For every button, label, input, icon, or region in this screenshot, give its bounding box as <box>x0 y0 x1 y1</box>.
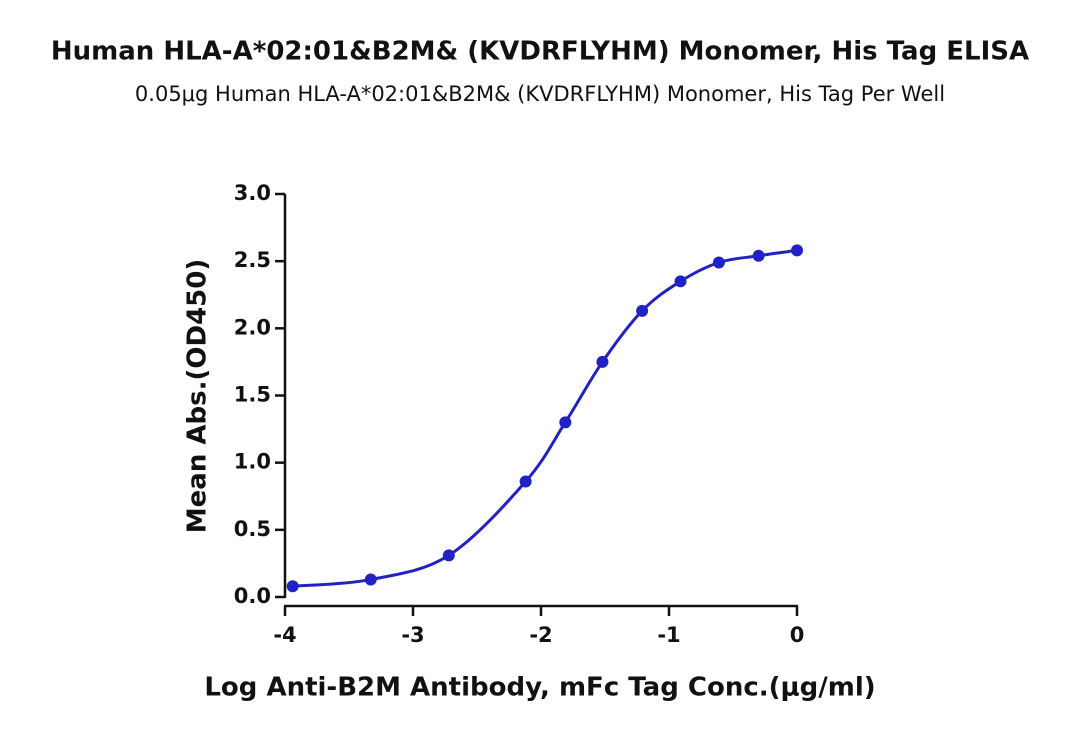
y-axis-title: Mean Abs.(OD450) <box>183 259 213 533</box>
data-point <box>791 244 803 257</box>
data-point <box>519 475 532 488</box>
data-point <box>559 416 572 429</box>
chart-title: Human HLA-A*02:01&B2M& (KVDRFLYHM) Monom… <box>51 37 1029 67</box>
data-point <box>364 573 377 586</box>
x-tick-label: -1 <box>657 623 680 647</box>
data-point <box>712 256 725 269</box>
x-tick-label: -4 <box>273 623 296 647</box>
y-tick-label: 2.5 <box>234 248 271 272</box>
data-point <box>596 355 609 368</box>
fit-curve <box>292 248 798 588</box>
y-tick-label: 2.0 <box>234 315 271 339</box>
data-point <box>674 275 687 288</box>
chart-subtitle: 0.05μg Human HLA-A*02:01&B2M& (KVDRFLYHM… <box>135 82 945 106</box>
y-tick-label: 1.0 <box>234 450 271 474</box>
x-tick-label: 0 <box>790 623 805 647</box>
data-point <box>286 580 299 593</box>
y-tick-label: 0.5 <box>234 517 271 541</box>
x-axis-title: Log Anti-B2M Antibody, mFc Tag Conc.(μg/… <box>204 673 875 703</box>
y-tick-label: 3.0 <box>234 181 271 205</box>
data-point <box>752 249 765 262</box>
x-tick-label: -2 <box>529 623 552 647</box>
data-point <box>636 304 649 317</box>
x-tick-label: -3 <box>401 623 424 647</box>
data-point <box>442 549 455 562</box>
y-tick-label: 0.0 <box>234 584 271 608</box>
y-tick-label: 1.5 <box>234 383 271 407</box>
